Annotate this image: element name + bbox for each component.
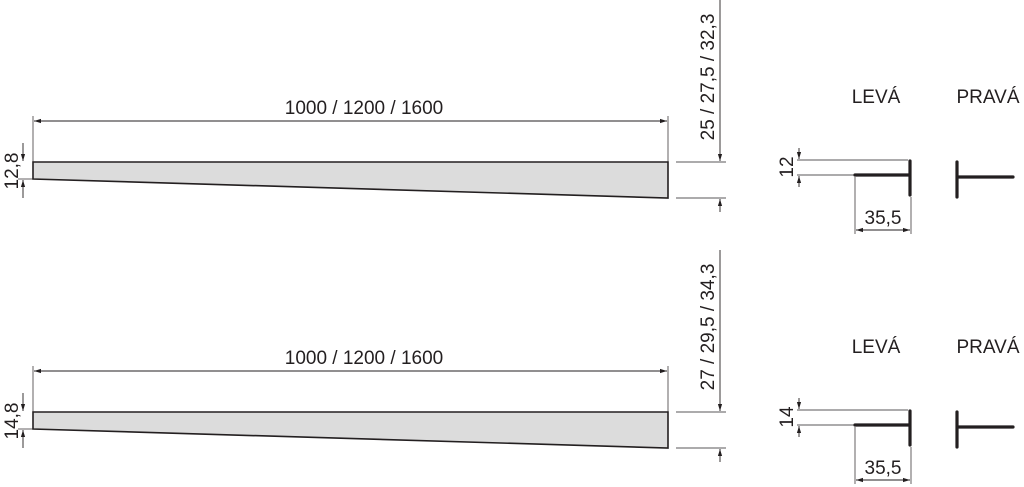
left-profile-shape [853, 159, 912, 197]
wedge-bar [32, 411, 669, 449]
profile-section-bottom: 1000 / 1200 / 1600 14,8 27 / 29,5 / 34,3… [2, 250, 1020, 484]
total-height-label: 27 / 29,5 / 34,3 [698, 264, 719, 391]
length-label: 1000 / 1200 / 1600 [285, 348, 443, 369]
left-variant-label: LEVÁ [852, 337, 901, 358]
profile-section-top: 1000 / 1200 / 1600 12,8 25 / 27,5 / 32,3… [2, 0, 1020, 234]
total-height-label: 25 / 27,5 / 32,3 [698, 14, 719, 141]
length-label: 1000 / 1200 / 1600 [285, 98, 443, 119]
right-variant-label: PRAVÁ [956, 337, 1019, 358]
wedge-bar [32, 161, 669, 199]
left-profile-shape [853, 409, 912, 447]
thin-end-label: 12,8 [2, 153, 23, 190]
right-profile-shape [955, 160, 1015, 199]
profile-height-label: 12 [777, 156, 798, 177]
profile-width-label: 35,5 [865, 458, 902, 479]
profile-height-label: 14 [777, 406, 798, 428]
profile-width-label: 35,5 [865, 208, 902, 229]
right-variant-label: PRAVÁ [956, 87, 1019, 108]
thin-end-label: 14,8 [2, 403, 23, 440]
left-variant-label: LEVÁ [852, 87, 901, 108]
right-profile-shape [955, 410, 1015, 449]
